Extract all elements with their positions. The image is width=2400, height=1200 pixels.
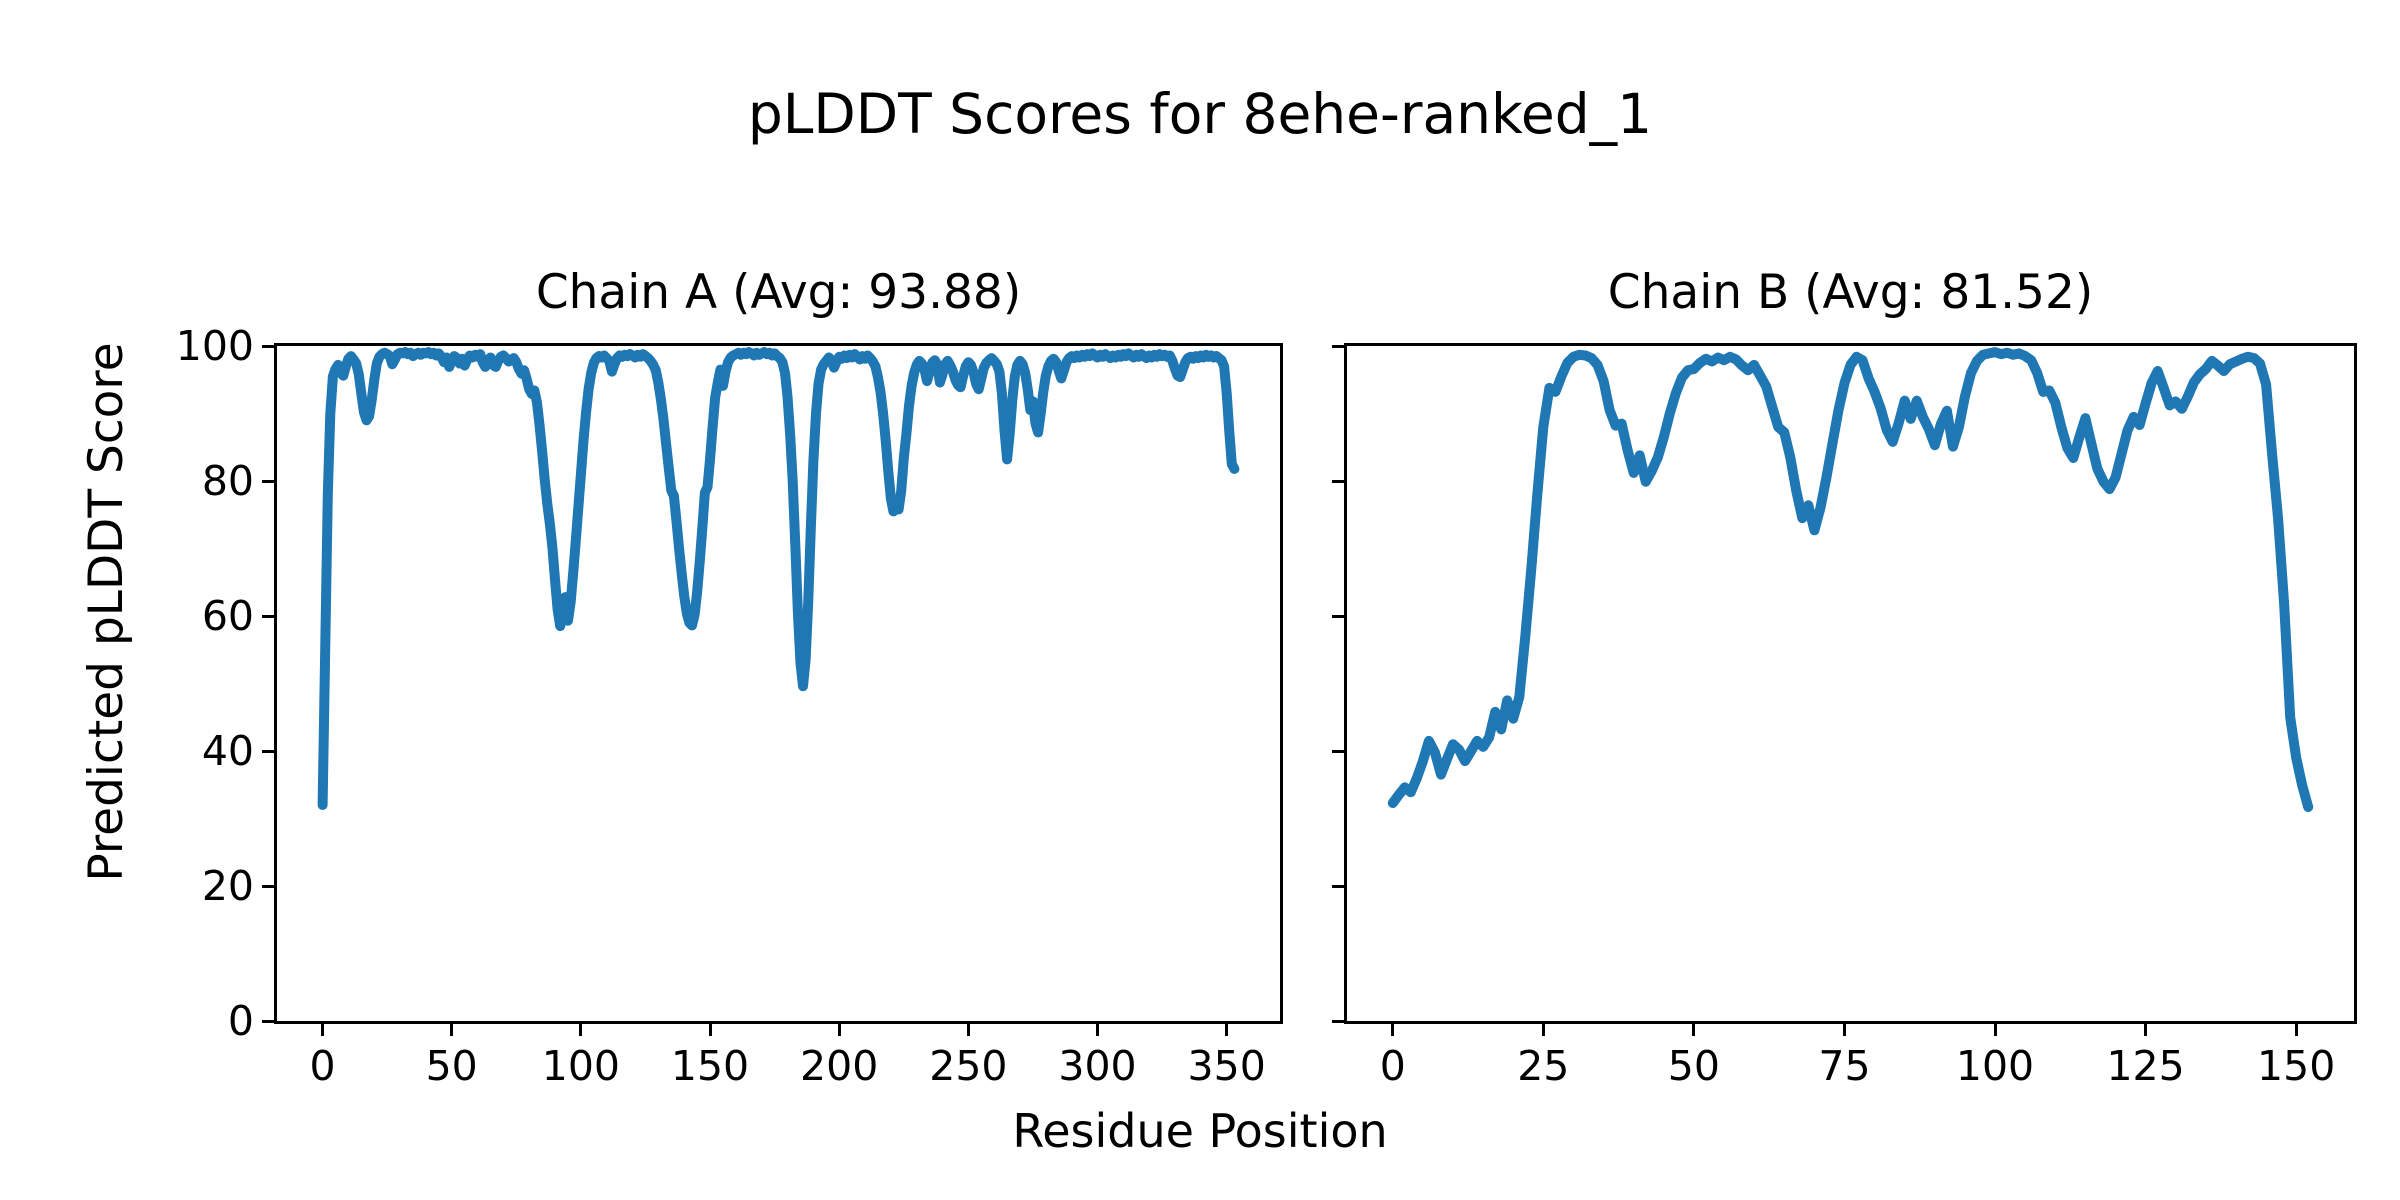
y-tick-label: 40: [201, 727, 254, 775]
x-tick-label: 0: [309, 1042, 336, 1090]
chain-a-plot-area: [274, 343, 1283, 1024]
chain-a-plddt-line: [317, 347, 1240, 810]
y-tick-mark: [1332, 344, 1344, 348]
x-tick-label: 350: [1187, 1042, 1266, 1090]
x-tick-label: 0: [1379, 1042, 1406, 1090]
y-tick-mark: [262, 1019, 274, 1023]
x-tick-mark: [2144, 1024, 2148, 1036]
x-tick-mark: [966, 1024, 970, 1036]
x-tick-label: 50: [425, 1042, 478, 1090]
x-tick-mark: [579, 1024, 583, 1036]
chain-a-line-chart: [317, 347, 1240, 810]
x-tick-label: 250: [929, 1042, 1008, 1090]
x-tick-mark: [1993, 1024, 1997, 1036]
y-tick-mark: [262, 614, 274, 618]
y-tick-label: 60: [201, 592, 254, 640]
x-tick-mark: [1692, 1024, 1696, 1036]
x-tick-mark: [450, 1024, 454, 1036]
x-tick-mark: [1541, 1024, 1545, 1036]
x-tick-mark: [1843, 1024, 1846, 1036]
x-tick-mark: [1391, 1024, 1395, 1036]
x-tick-label: 25: [1517, 1042, 1570, 1090]
y-tick-mark: [1332, 479, 1344, 483]
y-tick-mark: [262, 884, 274, 888]
x-tick-mark: [837, 1024, 841, 1036]
y-tick-label: 100: [175, 322, 254, 370]
chain-b-plot-area: [1344, 343, 2357, 1024]
chain-b-line-chart: [1387, 347, 2314, 812]
y-tick-mark: [1332, 884, 1344, 888]
figure-title: pLDDT Scores for 8ehe-ranked_1: [747, 82, 1653, 146]
y-tick-mark: [1332, 1019, 1344, 1023]
x-tick-label: 100: [541, 1042, 621, 1090]
x-tick-label: 75: [1818, 1042, 1871, 1090]
x-tick-label: 125: [2106, 1042, 2185, 1090]
x-tick-mark: [1225, 1024, 1229, 1036]
y-tick-label: 0: [227, 997, 254, 1045]
chain-b-plddt-line: [1387, 347, 2314, 812]
y-tick-mark: [262, 749, 274, 753]
y-tick-label: 20: [201, 862, 254, 910]
x-tick-label: 150: [2257, 1042, 2336, 1090]
chain-a-subplot-title: Chain A (Avg: 93.88): [535, 265, 1022, 320]
x-tick-mark: [708, 1024, 712, 1036]
x-axis-label: Residue Position: [1012, 1104, 1388, 1158]
x-tick-mark: [321, 1024, 325, 1036]
x-tick-mark: [1096, 1024, 1099, 1036]
x-tick-label: 100: [1955, 1042, 2035, 1090]
x-tick-mark: [2294, 1024, 2298, 1036]
x-tick-label: 150: [670, 1042, 750, 1090]
y-tick-mark: [262, 344, 274, 348]
x-tick-label: 200: [800, 1042, 879, 1090]
x-tick-label: 50: [1667, 1042, 1720, 1090]
chain-b-subplot-title: Chain B (Avg: 81.52): [1607, 265, 2094, 320]
y-tick-mark: [1332, 614, 1344, 618]
y-tick-mark: [262, 479, 274, 483]
y-tick-mark: [1332, 749, 1344, 753]
x-tick-label: 300: [1058, 1042, 1137, 1090]
y-tick-label: 80: [201, 457, 254, 505]
